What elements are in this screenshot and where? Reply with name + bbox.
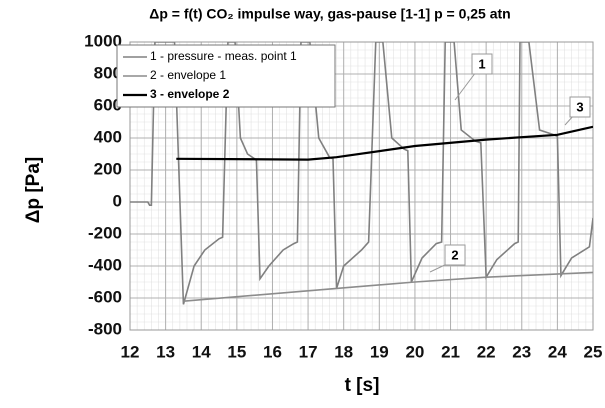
y-axis-label: Δp [Pa]	[23, 157, 44, 223]
x-tick-label: 25	[584, 342, 603, 361]
plot-frame	[129, 41, 594, 331]
x-tick-label: 22	[477, 342, 496, 361]
x-axis-label: t [s]	[345, 375, 380, 396]
annotation: 3	[576, 99, 583, 114]
x-tick-label: 12	[121, 342, 140, 361]
y-tick-label: 400	[94, 127, 122, 146]
x-tick-label: 14	[192, 342, 211, 361]
x-tick-label: 16	[263, 342, 282, 361]
x-tick-label: 21	[441, 342, 460, 361]
annotation: 2	[451, 247, 458, 262]
annotation-box	[569, 96, 591, 118]
legend-label: 3 - envelope 2	[150, 87, 230, 101]
x-tick-label: 15	[227, 342, 246, 361]
legend-label: 1 - pressure - meas. point 1	[150, 49, 297, 63]
y-tick-label: -800	[88, 319, 122, 338]
plot-area	[130, 42, 593, 305]
x-tick-label: 23	[512, 342, 531, 361]
x-tick-label: 17	[299, 342, 318, 361]
y-tick-label: 600	[94, 95, 122, 114]
annotation-box	[471, 53, 493, 75]
annotation: 1	[478, 56, 485, 71]
y-tick-label: 800	[94, 63, 122, 82]
legend-label: 2 - envelope 1	[150, 68, 226, 82]
x-tick-label: 19	[370, 342, 389, 361]
y-tick-label: -200	[88, 223, 122, 242]
annotation-leader	[454, 71, 477, 101]
x-tick-label: 18	[334, 342, 353, 361]
annotation-box	[444, 244, 466, 266]
y-tick-label: 200	[94, 159, 122, 178]
y-tick-label: 1000	[84, 31, 122, 50]
x-tick-label: 24	[548, 342, 567, 361]
legend-box	[116, 44, 336, 108]
x-tick-label: 13	[156, 342, 175, 361]
y-tick-label: -400	[88, 255, 122, 274]
y-tick-label: -600	[88, 287, 122, 306]
series-line	[183, 271, 593, 302]
series-line	[176, 125, 593, 161]
y-tick-label: 0	[113, 191, 122, 210]
x-tick-label: 20	[405, 342, 424, 361]
series-line	[130, 42, 593, 305]
chart-title: Δp = f(t) CO₂ impulse way, gas-pause [1-…	[149, 6, 510, 22]
